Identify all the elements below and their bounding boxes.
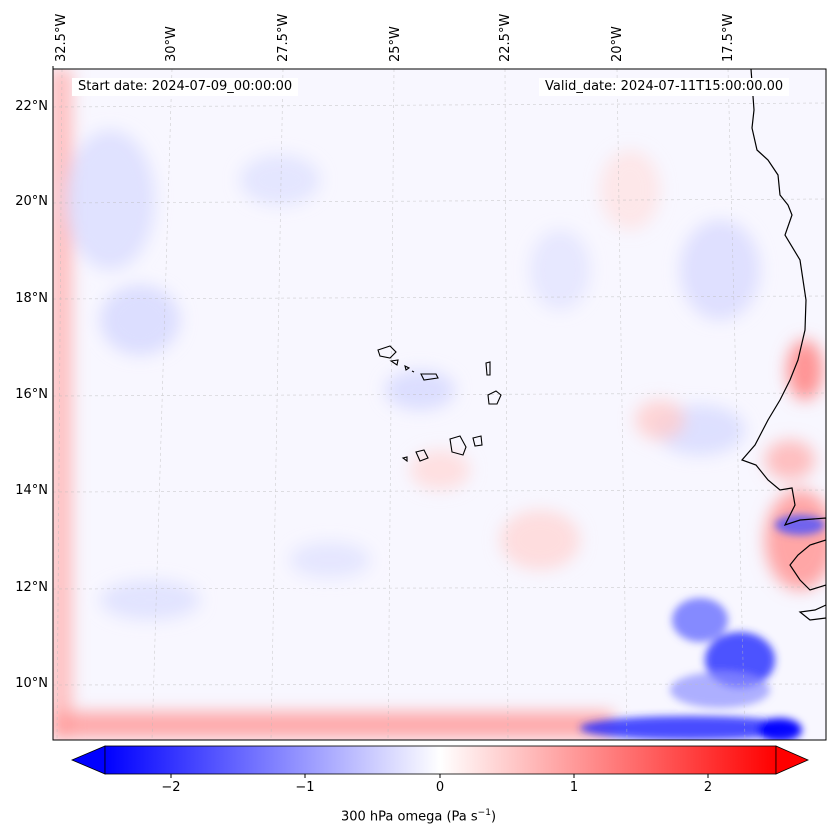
omega-field: [53, 69, 826, 740]
colorbar-label: 300 hPa omega (Pa s−1): [340, 808, 497, 825]
lat-label-14n: 14°N: [15, 483, 48, 498]
lat-label-18n: 18°N: [15, 291, 48, 306]
colorbar-tick-2: 2: [703, 780, 713, 795]
africa-coastline: [740, 69, 826, 621]
map-frame: [52, 68, 827, 741]
lat-label-10n: 10°N: [15, 676, 48, 691]
lat-label-16n: 16°N: [15, 387, 48, 402]
colorbar-tick-neg2: −2: [161, 780, 181, 795]
colorbar: [70, 745, 809, 778]
colorbar-min-extension: [70, 745, 106, 775]
lat-label-20n: 20°N: [15, 194, 48, 209]
valid-date-label: Valid_date: 2024-07-11T15:00:00.00: [539, 78, 790, 96]
start-date-label: Start date: 2024-07-09_00:00:00: [72, 78, 299, 96]
colorbar-tick-neg1: −1: [295, 780, 315, 795]
omega-strong-field: [580, 515, 825, 740]
colorbar-tick-0: 0: [435, 780, 445, 795]
graticule: [53, 69, 826, 740]
colorbar-gradient: [104, 745, 777, 775]
lat-label-22n: 22°N: [15, 99, 48, 114]
cape-verde-islands: [377, 345, 502, 463]
colorbar-max-extension: [775, 745, 809, 775]
colorbar-tick-1: 1: [569, 780, 579, 795]
lat-label-12n: 12°N: [15, 580, 48, 595]
